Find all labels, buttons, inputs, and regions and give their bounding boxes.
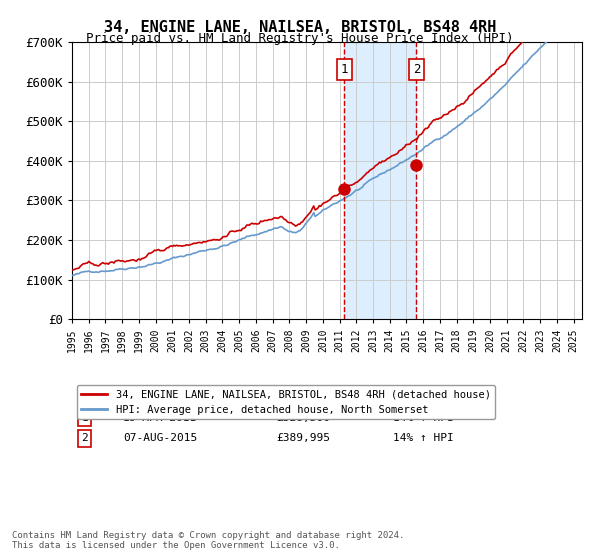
Text: 07-AUG-2015: 07-AUG-2015 xyxy=(123,433,197,444)
Text: 14% ↑ HPI: 14% ↑ HPI xyxy=(394,433,454,444)
Bar xyxy=(344,42,416,319)
Text: 14% ↑ HPI: 14% ↑ HPI xyxy=(394,413,454,423)
Text: Contains HM Land Registry data © Crown copyright and database right 2024.
This d: Contains HM Land Registry data © Crown c… xyxy=(12,530,404,550)
Text: £328,500: £328,500 xyxy=(276,413,330,423)
Legend: 34, ENGINE LANE, NAILSEA, BRISTOL, BS48 4RH (detached house), HPI: Average price: 34, ENGINE LANE, NAILSEA, BRISTOL, BS48 … xyxy=(77,385,495,419)
Text: 2: 2 xyxy=(82,433,88,444)
Text: 1: 1 xyxy=(341,63,348,76)
Text: 2: 2 xyxy=(413,63,420,76)
Text: 34, ENGINE LANE, NAILSEA, BRISTOL, BS48 4RH: 34, ENGINE LANE, NAILSEA, BRISTOL, BS48 … xyxy=(104,20,496,35)
Text: 1: 1 xyxy=(82,413,88,423)
Text: £389,995: £389,995 xyxy=(276,433,330,444)
Text: Price paid vs. HM Land Registry's House Price Index (HPI): Price paid vs. HM Land Registry's House … xyxy=(86,32,514,45)
Text: 18-APR-2011: 18-APR-2011 xyxy=(123,413,197,423)
